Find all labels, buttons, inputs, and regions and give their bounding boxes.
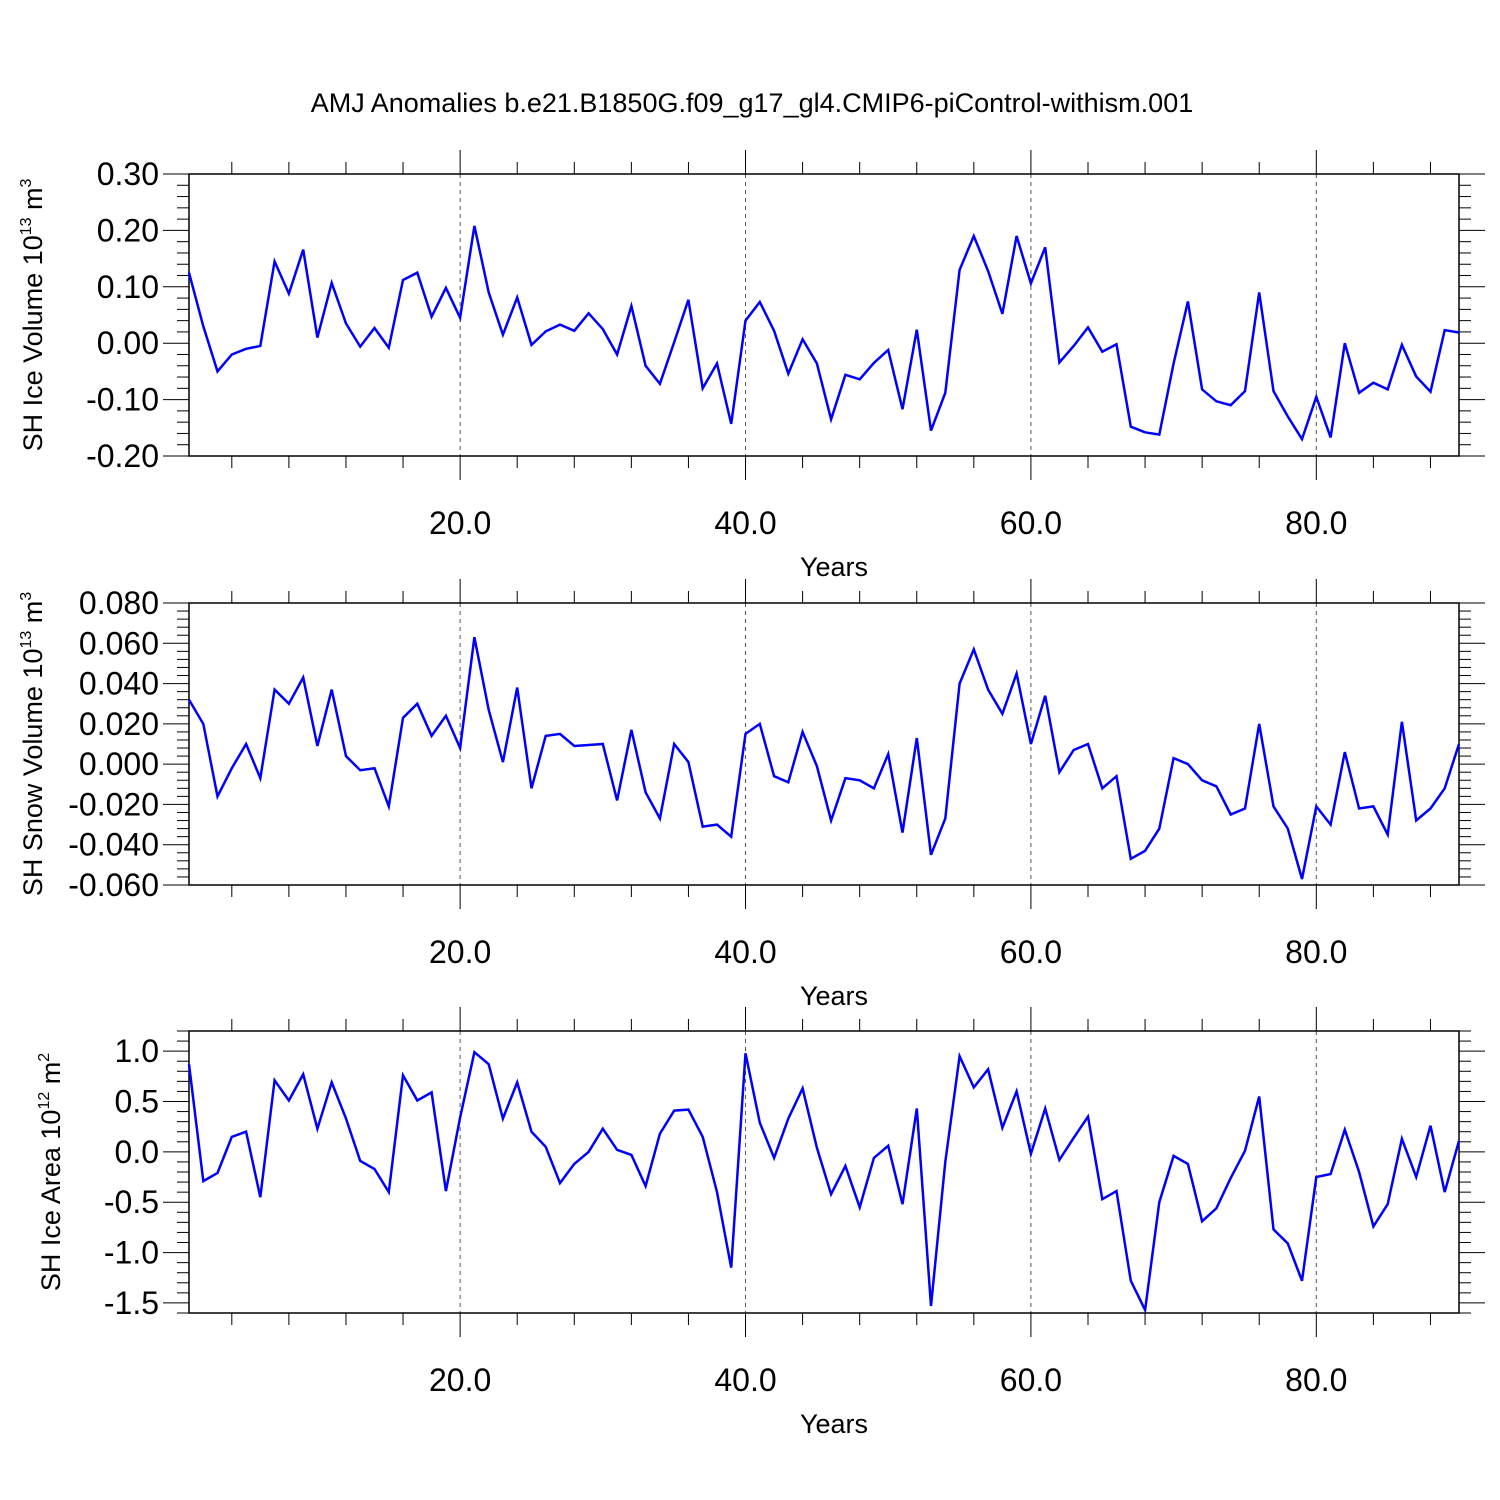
y-axis-label-unit-exponent: 3 bbox=[18, 592, 35, 601]
chart-panel-1: 20.0 40.0 60.0 80.0 Years -0.20 -0.10 0.00 0.10 0… bbox=[18, 150, 1485, 582]
y-tick-label: -0.5 bbox=[104, 1184, 159, 1220]
x-axis-label: Years bbox=[800, 981, 868, 1011]
x-tick-label: 60.0 bbox=[1000, 934, 1062, 970]
x-tick-label: 80.0 bbox=[1285, 1362, 1347, 1398]
y-tick-label: 0.020 bbox=[79, 706, 159, 742]
y-tick-label: 0.080 bbox=[79, 585, 159, 621]
y-tick-label: 0.0 bbox=[115, 1134, 159, 1170]
y-tick-label: -1.5 bbox=[104, 1285, 159, 1321]
y-tick-label: -0.20 bbox=[86, 438, 159, 474]
y-axis-label-unit-exponent: 3 bbox=[18, 178, 35, 187]
x-tick-label: 80.0 bbox=[1285, 505, 1347, 541]
x-axis-label: Years bbox=[800, 1409, 868, 1439]
y-axis-label-prefix: SH Ice Area 10 bbox=[36, 1110, 66, 1292]
x-tick-label: 40.0 bbox=[714, 505, 776, 541]
y-axis-label-unit-exponent: 2 bbox=[36, 1053, 53, 1062]
chart-panel-3: 20.0 40.0 60.0 80.0 Years -1.5 -1.0 -0.5 0.0 0.5 1… bbox=[36, 1007, 1485, 1439]
y-tick-label: 0.060 bbox=[79, 625, 159, 661]
data-series-line bbox=[187, 1049, 1461, 1315]
y-axis-label-unit: m bbox=[36, 1062, 66, 1092]
panels: 20.0 40.0 60.0 80.0Years-0.20-0.100.000.100… bbox=[18, 150, 1485, 1439]
y-axis-label-exponent: 13 bbox=[18, 217, 35, 235]
plot-frame bbox=[188, 173, 1460, 457]
x-tick-label: 20.0 bbox=[429, 1362, 491, 1398]
figure-title: AMJ Anomalies b.e21.B1850G.f09_g17_gl4.C… bbox=[311, 88, 1193, 118]
y-tick-label: -1.0 bbox=[104, 1235, 159, 1271]
chart-panel-2: 20.0 40.0 60.0 80.0 Years -0.060 -0.040 -0.020 0… bbox=[18, 579, 1485, 1011]
y-tick-label: 0.000 bbox=[79, 746, 159, 782]
x-tick-label: 60.0 bbox=[1000, 505, 1062, 541]
y-axis-label-exponent: 12 bbox=[36, 1092, 53, 1110]
x-tick-label: 60.0 bbox=[1000, 1362, 1062, 1398]
y-tick-label: 0.10 bbox=[97, 269, 159, 305]
y-axis-label-exponent: 13 bbox=[18, 631, 35, 649]
y-tick-label: 0.040 bbox=[79, 666, 159, 702]
plot-frame bbox=[188, 602, 1460, 886]
x-axis-label: Years bbox=[800, 552, 868, 582]
x-tick-label: 20.0 bbox=[429, 934, 491, 970]
x-tick-label: 20.0 bbox=[429, 505, 491, 541]
data-series-line bbox=[187, 636, 1461, 880]
y-axis-label-prefix: SH Ice Volume 10 bbox=[18, 235, 48, 451]
y-axis-label: SH Ice Area 1012 m2 bbox=[36, 1053, 66, 1291]
y-axis-label: SH Snow Volume 1013 m3 bbox=[18, 592, 48, 896]
y-tick-label: 0.5 bbox=[115, 1084, 159, 1120]
y-axis-label-prefix: SH Snow Volume 10 bbox=[18, 649, 48, 897]
y-axis-label: SH Ice Volume 1013 m3 bbox=[18, 178, 48, 451]
x-tick-label: 40.0 bbox=[714, 1362, 776, 1398]
y-tick-label: -0.040 bbox=[68, 827, 159, 863]
x-tick-label: 40.0 bbox=[714, 934, 776, 970]
y-tick-label: -0.10 bbox=[86, 382, 159, 418]
y-tick-label: -0.060 bbox=[68, 867, 159, 903]
data-series-line bbox=[187, 225, 1460, 442]
y-tick-label: 0.30 bbox=[97, 156, 159, 192]
y-axis-label-unit: m bbox=[18, 187, 48, 217]
y-tick-label: 1.0 bbox=[115, 1033, 159, 1069]
y-tick-label: -0.020 bbox=[68, 786, 159, 822]
x-tick-label: 80.0 bbox=[1285, 934, 1347, 970]
y-axis-label-unit: m bbox=[18, 601, 48, 631]
y-tick-label: 0.00 bbox=[97, 325, 159, 361]
y-tick-label: 0.20 bbox=[97, 212, 159, 248]
